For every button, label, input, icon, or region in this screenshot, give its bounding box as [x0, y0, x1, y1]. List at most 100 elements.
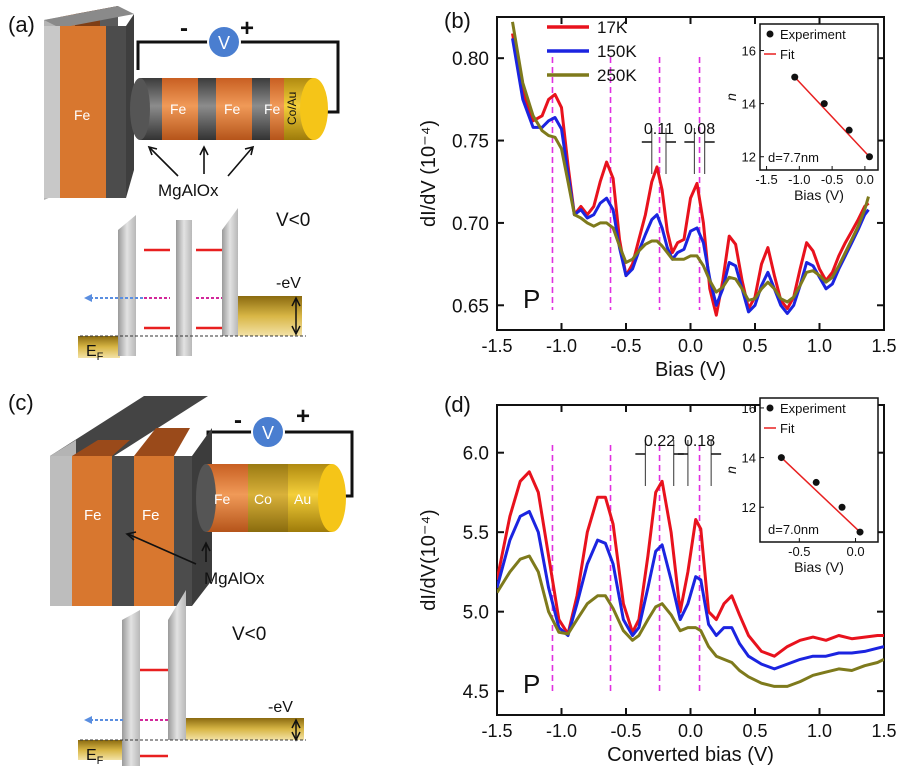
fe-layer-c2 [134, 456, 174, 606]
x-tick-label: -1.0 [546, 336, 577, 356]
y-tick-label: 6.0 [463, 444, 489, 465]
inset-y-tick-label: 16 [742, 401, 756, 416]
inset-legend-experiment: Experiment [780, 401, 846, 416]
x-tick-label: -1.5 [481, 721, 512, 741]
layer-label-a-fe1: Fe [74, 107, 91, 123]
inset-point [812, 478, 820, 486]
series-line-250K [511, 21, 870, 304]
inset-legend-fit: Fit [780, 47, 795, 62]
cylinder-end-c [318, 464, 346, 532]
annotation-label: 0.18 [684, 433, 715, 450]
y-tick-label: 0.80 [452, 49, 489, 70]
series-group [497, 470, 884, 688]
tunnel-barrier-c2 [168, 590, 186, 740]
inset-note: d=7.7nm [768, 150, 819, 165]
voltmeter-c [251, 415, 285, 449]
inset-point [865, 153, 873, 161]
panel-label-c: (c) [8, 390, 34, 415]
ev-label-a: -eV [276, 275, 301, 292]
x-tick-label: 1.0 [807, 721, 832, 741]
corner-label: P [523, 669, 540, 699]
x-tick-label: 1.0 [807, 336, 832, 356]
voltmeter-label-a: V [218, 33, 230, 53]
tunnel-barrier-a1 [118, 215, 136, 356]
annotation-label: 0.22 [644, 433, 675, 450]
tunnel-barrier-c1 [122, 610, 140, 766]
layer-label-a-fe2: Fe [170, 101, 187, 117]
legend-label: 250K [597, 66, 637, 85]
y-tick-label: 0.75 [452, 132, 489, 153]
inset-y-tick-label: 16 [742, 44, 756, 59]
inset-point [820, 100, 828, 108]
annotation-label: 0.11 [644, 121, 674, 138]
inset-x-tick-label: 0.0 [856, 172, 874, 187]
inset-x-tick-label: 0.0 [846, 544, 864, 559]
y-axis-label: dI/dV (10⁻⁴) [418, 120, 440, 227]
inset-x-tick-label: -0.5 [821, 172, 843, 187]
corner-label: P [523, 284, 540, 314]
fermi-label-a: EF [86, 343, 104, 363]
x-tick-label: 0.5 [742, 721, 767, 741]
plus-sign-c: + [296, 403, 310, 430]
fermi-label-c: EF [86, 747, 104, 767]
layer-label-a-coau: Co/Au [285, 92, 299, 125]
inset-y-tick-label: 12 [742, 150, 756, 165]
barrier-arrows-a [147, 145, 255, 177]
y-axis-label: dI/dV(10⁻⁴) [418, 509, 440, 610]
barrier-label-c: MgAlOx [204, 569, 265, 588]
cylinder-end-a [300, 78, 328, 140]
x-tick-label: -0.5 [610, 721, 641, 741]
inset-point [838, 503, 846, 511]
series-group [511, 21, 870, 317]
voltmeter-a [207, 25, 241, 59]
series-line-17K [497, 470, 884, 658]
annotation-label: 0.08 [684, 121, 715, 138]
fermi-band-left-a [78, 336, 120, 358]
inset-x-label: Bias (V) [794, 187, 844, 203]
inset-y-label: n [723, 93, 739, 101]
layer-label-c-au: Au [294, 491, 311, 507]
inset-legend-dot [766, 404, 774, 412]
x-axis-label: Bias (V) [655, 359, 726, 381]
barrier-arrows-c [125, 531, 211, 565]
inset-note: d=7.0nm [768, 522, 819, 537]
series-line-150K [511, 38, 870, 315]
x-tick-label: -1.5 [481, 336, 512, 356]
inset-fit-line [794, 76, 871, 158]
inset-y-tick-label: 14 [742, 451, 756, 466]
series-line-250K [497, 554, 884, 688]
inset-y-label: n [723, 466, 739, 474]
quantum-well-states-a [144, 248, 222, 330]
inset-y-tick-label: 12 [742, 500, 756, 515]
inset-x-tick-label: -0.5 [788, 544, 810, 559]
inset-frame [759, 23, 879, 171]
layer-label-c-fe1: Fe [84, 507, 102, 524]
layer-label-c-co: Co [254, 491, 272, 507]
tunnel-barrier-a2 [176, 220, 192, 356]
panel-label-a: (a) [8, 12, 35, 37]
barrier-label-a: MgAlOx [158, 181, 219, 200]
legend-label: 17K [597, 18, 628, 37]
panel-a: (a) V - + Fe Fe Fe Fe Co/Au [8, 6, 340, 363]
bias-condition-a: V<0 [276, 210, 310, 231]
panel-label-b: (b) [444, 8, 471, 33]
y-tick-label: 0.65 [452, 296, 489, 317]
y-tick-label: 0.70 [452, 214, 489, 235]
fermi-band-right-c [184, 718, 304, 740]
inset-legend-dot [766, 30, 774, 38]
inset-point [856, 528, 864, 536]
x-tick-label: 0.5 [742, 336, 767, 356]
quantum-well-states-c [140, 668, 168, 758]
inset-x-tick-label: -1.0 [788, 172, 810, 187]
fermi-band-right-a [238, 296, 302, 336]
inset-legend-fit: Fit [780, 421, 795, 436]
layer-label-a-fe3: Fe [224, 101, 241, 117]
legend-label: 150K [597, 42, 637, 61]
x-axis-label: Converted bias (V) [607, 744, 774, 766]
panel-c: (c) V - + Fe Fe Fe Co Au MgAlOx V<0 [8, 390, 354, 767]
y-tick-label: 5.0 [463, 603, 489, 624]
inset-point [845, 126, 853, 134]
x-tick-label: 1.5 [871, 336, 896, 356]
ev-label-c: -eV [268, 699, 293, 716]
inset-legend-experiment: Experiment [780, 27, 846, 42]
